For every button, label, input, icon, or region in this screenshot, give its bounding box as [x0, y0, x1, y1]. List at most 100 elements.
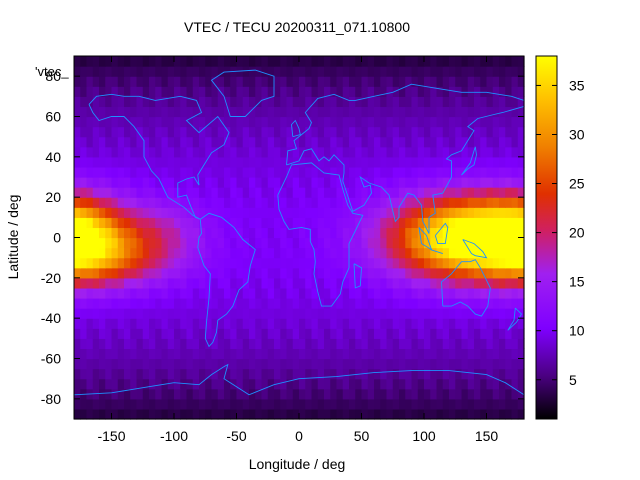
heatmap-cell — [349, 56, 356, 67]
heatmap-cell — [261, 197, 269, 208]
heatmap-cell — [342, 388, 350, 400]
heatmap-cell — [330, 217, 338, 229]
heatmap-cell — [449, 388, 456, 400]
y-tick-label: -60 — [41, 351, 61, 367]
heatmap-cell — [292, 247, 300, 259]
heatmap-cell — [111, 56, 119, 67]
heatmap-cell — [305, 298, 313, 309]
heatmap-cell — [217, 318, 225, 329]
heatmap-cell — [105, 408, 113, 420]
heatmap-cell — [111, 166, 119, 178]
heatmap-cell — [186, 408, 194, 420]
heatmap-cell — [211, 156, 219, 168]
heatmap-cell — [130, 106, 138, 118]
heatmap-cell — [105, 328, 113, 339]
heatmap-cell — [349, 257, 356, 269]
heatmap-cell — [261, 76, 269, 87]
heatmap-cell — [186, 86, 194, 97]
heatmap-cell — [174, 116, 181, 128]
heatmap-cell — [505, 197, 513, 208]
heatmap-cell — [411, 237, 419, 249]
heatmap-cell — [305, 267, 313, 279]
heatmap-cell — [317, 56, 325, 67]
heatmap-cell — [142, 66, 150, 77]
heatmap-cell — [92, 277, 100, 289]
heatmap-cell — [167, 257, 175, 269]
heatmap-cell — [161, 106, 169, 118]
heatmap-cell — [149, 328, 156, 339]
heatmap-cell — [374, 398, 381, 410]
heatmap-cell — [280, 328, 288, 339]
heatmap-cell — [111, 267, 119, 279]
heatmap-cell — [480, 388, 488, 400]
heatmap-cell — [86, 156, 94, 168]
heatmap-cell — [124, 308, 131, 319]
heatmap-cell — [230, 56, 238, 67]
heatmap-cell — [130, 247, 138, 259]
heatmap-cell — [511, 338, 519, 350]
heatmap-cell — [142, 358, 150, 370]
heatmap-cell — [486, 197, 494, 208]
heatmap-cell — [305, 166, 313, 178]
heatmap-cell — [186, 156, 194, 168]
colorbar-tick-label: 30 — [569, 126, 585, 142]
heatmap-cell — [499, 56, 506, 67]
heatmap-cell — [517, 116, 525, 128]
heatmap-cell — [117, 146, 125, 158]
heatmap-cell — [436, 197, 444, 208]
heatmap-cell — [455, 177, 463, 188]
heatmap-cell — [424, 166, 431, 178]
heatmap-cell — [180, 207, 188, 218]
heatmap-cell — [305, 56, 313, 67]
heatmap-cell — [305, 287, 313, 299]
heatmap-cell — [517, 257, 525, 269]
heatmap-cell — [311, 217, 319, 229]
heatmap-cell — [405, 287, 413, 299]
heatmap-cell — [111, 257, 119, 269]
heatmap-cell — [374, 348, 381, 360]
heatmap-cell — [449, 116, 456, 128]
heatmap-cell — [136, 217, 144, 229]
heatmap-cell — [499, 368, 506, 380]
heatmap-cell — [405, 388, 413, 400]
heatmap-cell — [261, 166, 269, 178]
heatmap-cell — [86, 348, 94, 360]
heatmap-cell — [517, 56, 525, 67]
heatmap-cell — [255, 308, 263, 319]
heatmap-cell — [461, 298, 469, 309]
heatmap-cell — [86, 76, 94, 87]
heatmap-cell — [330, 197, 338, 208]
heatmap-cell — [405, 76, 413, 87]
heatmap-cell — [192, 298, 200, 309]
heatmap-cell — [74, 398, 81, 410]
heatmap-cell — [449, 76, 456, 87]
heatmap-cell — [224, 247, 231, 259]
heatmap-cell — [374, 308, 381, 319]
heatmap-cell — [417, 126, 425, 138]
heatmap-cell — [205, 348, 213, 360]
heatmap-cell — [261, 408, 269, 420]
heatmap-cell — [217, 308, 225, 319]
heatmap-cell — [299, 277, 306, 289]
heatmap-cell — [505, 378, 513, 390]
heatmap-cell — [136, 247, 144, 259]
heatmap-cell — [117, 106, 125, 118]
heatmap-cell — [105, 86, 113, 97]
heatmap-cell — [405, 227, 413, 239]
heatmap-cell — [267, 408, 275, 420]
heatmap-cell — [224, 106, 231, 118]
heatmap-cell — [211, 66, 219, 77]
heatmap-cell — [174, 398, 181, 410]
heatmap-cell — [461, 76, 469, 87]
heatmap-cell — [299, 156, 306, 168]
heatmap-cell — [392, 368, 400, 380]
heatmap-cell — [405, 308, 413, 319]
heatmap-cell — [86, 298, 94, 309]
heatmap-cell — [149, 237, 156, 249]
heatmap-cell — [399, 227, 406, 239]
heatmap-cell — [380, 116, 388, 128]
heatmap-cell — [174, 408, 181, 420]
heatmap-cell — [99, 267, 106, 279]
heatmap-cell — [480, 136, 488, 148]
heatmap-cell — [399, 358, 406, 370]
